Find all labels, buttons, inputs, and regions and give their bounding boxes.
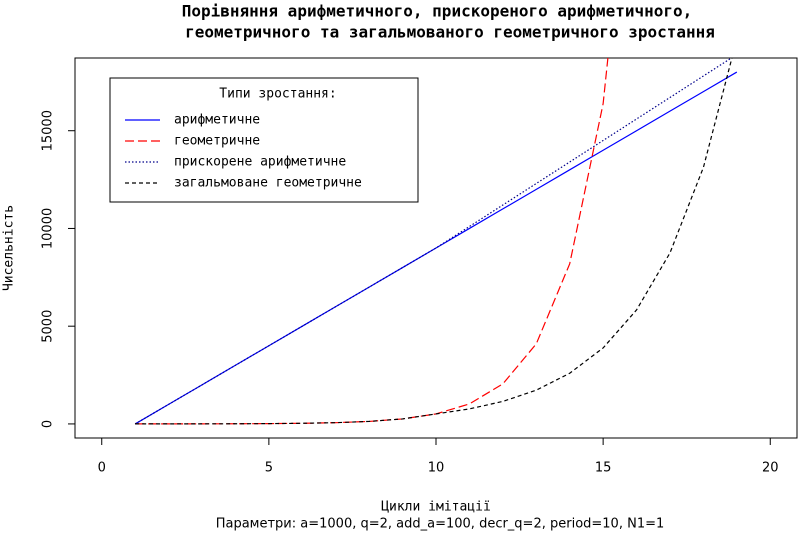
legend-box <box>109 77 419 203</box>
legend-label: прискорене арифметичне <box>174 155 346 170</box>
chart-title: геометричного та загальмованого геометри… <box>185 23 715 42</box>
subtitle: Параметри: a=1000, q=2, add_a=100, decr_… <box>216 517 665 532</box>
series-line <box>135 58 733 425</box>
y-tick-label: 15000 <box>41 110 56 151</box>
x-tick-label: 15 <box>595 461 612 476</box>
x-tick-label: 20 <box>762 461 779 476</box>
legend-label: загальмоване геометричне <box>174 176 362 191</box>
y-axis-label: Чисельність <box>2 205 17 291</box>
series-line <box>135 58 609 425</box>
x-tick-label: 10 <box>428 461 445 476</box>
plot-lines <box>134 58 738 425</box>
y-tick-label: 0 <box>41 420 56 428</box>
legend-title: Типи зростання: <box>219 87 336 102</box>
series-line <box>134 58 733 425</box>
y-tick-label: 10000 <box>41 208 56 249</box>
legend-label: арифметичне <box>174 113 260 128</box>
legend-label: геометричне <box>174 134 260 149</box>
chart-title: Порівняння арифметичного, прискореного а… <box>182 2 693 21</box>
x-tick-label: 0 <box>98 461 106 476</box>
x-tick-label: 5 <box>265 461 273 476</box>
y-tick-label: 5000 <box>41 310 56 343</box>
x-axis-label: Цикли імітації <box>381 500 491 515</box>
